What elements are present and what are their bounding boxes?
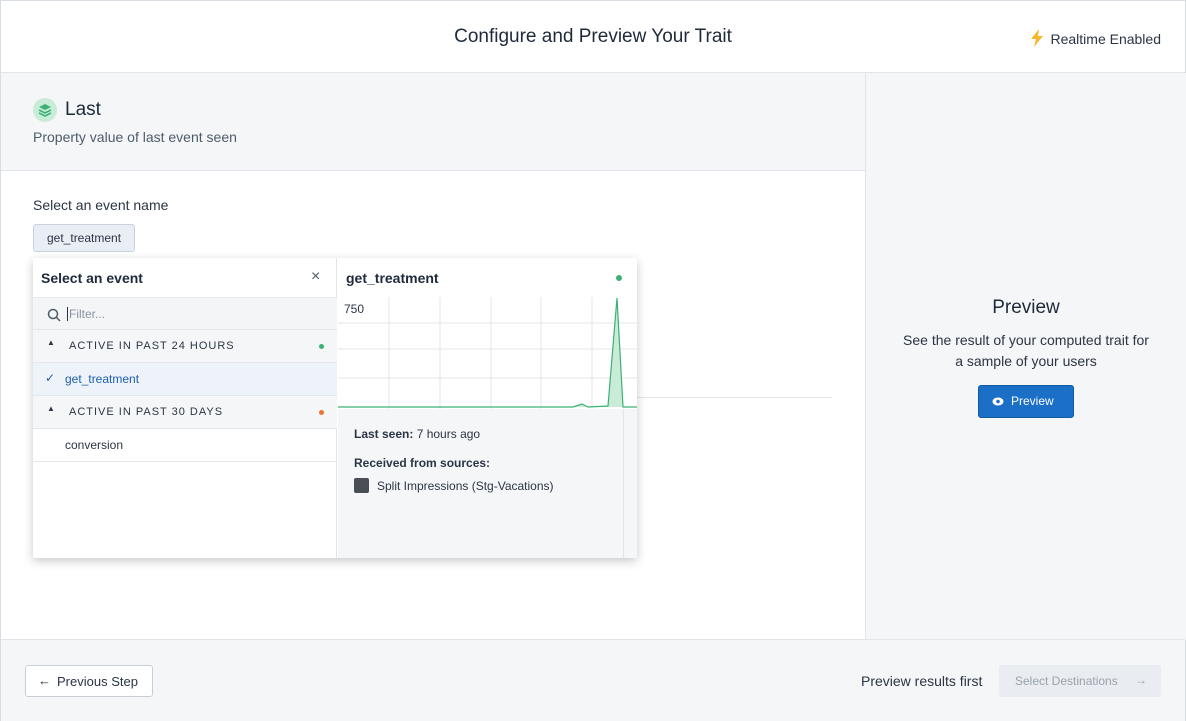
filter-input[interactable]: Filter...: [33, 297, 337, 330]
realtime-status: Realtime Enabled: [1030, 29, 1161, 47]
preview-button[interactable]: Preview: [978, 385, 1074, 418]
footer: ← Previous Step Preview results first Sel…: [1, 639, 1185, 721]
page-title: Configure and Preview Your Trait: [454, 26, 732, 47]
preview-description: See the result of your computed trait fo…: [903, 332, 1149, 369]
event-dropdown: Select an event × Filter... ▲ ACTIVE IN …: [33, 258, 637, 558]
source-name: Split Impressions (Stg-Vacations): [377, 479, 554, 493]
group-header[interactable]: ▲ ACTIVE IN PAST 24 HOURS: [33, 330, 337, 363]
event-label: Select an event name: [33, 197, 169, 213]
trait-icon: [33, 98, 57, 122]
group-label: ACTIVE IN PAST 24 HOURS: [69, 340, 235, 352]
preview-title: Preview: [992, 297, 1060, 318]
volume-chart: [338, 297, 637, 409]
last-seen: Last seen: 7 hours ago: [354, 427, 480, 441]
bolt-icon: [1031, 29, 1044, 47]
trait-header: Last Property value of last event seen: [1, 73, 865, 171]
last-seen-value: 7 hours ago: [416, 427, 481, 441]
detail-header: get_treatment: [338, 258, 637, 297]
event-name: get_treatment: [65, 372, 140, 386]
event-option[interactable]: ✓ get_treatment: [33, 363, 337, 396]
previous-button[interactable]: ← Previous Step: [25, 665, 153, 697]
group-label: ACTIVE IN PAST 30 DAYS: [69, 406, 224, 418]
trait-description: Property value of last event seen: [33, 129, 237, 145]
chart-max-label: 750: [344, 302, 365, 316]
event-chip[interactable]: get_treatment: [33, 224, 136, 252]
trait-name: Last: [65, 99, 101, 120]
event-list: Select an event × Filter... ▲ ACTIVE IN …: [33, 258, 337, 558]
next-button[interactable]: Select Destinations →: [999, 665, 1161, 697]
status-text: Realtime Enabled: [1050, 31, 1161, 47]
footer-hint: Preview results first: [861, 673, 983, 689]
status-dot: [319, 410, 324, 415]
sources-label: Received from sources:: [354, 456, 491, 470]
event-detail: get_treatment 750 Last seen: 7 hours ago…: [338, 258, 637, 558]
next-label: Select Destinations: [1015, 674, 1118, 688]
status-dot: [616, 275, 622, 281]
header: Configure and Preview Your Trait Realtim…: [1, 1, 1185, 73]
search-icon: [47, 308, 61, 322]
last-seen-label: Last seen:: [354, 427, 414, 441]
event-name: conversion: [65, 438, 124, 452]
preview-button-label: Preview: [1011, 394, 1054, 408]
dropdown-title: Select an event: [41, 270, 143, 286]
preview-panel: Preview See the result of your computed …: [865, 73, 1186, 640]
filter-placeholder: Filter...: [67, 307, 106, 321]
previous-label: Previous Step: [57, 674, 138, 689]
close-button[interactable]: ×: [311, 268, 321, 285]
event-option[interactable]: conversion: [33, 429, 337, 462]
detail-title: get_treatment: [346, 270, 439, 286]
source-item: Split Impressions (Stg-Vacations): [354, 478, 554, 493]
group-header[interactable]: ▲ ACTIVE IN PAST 30 DAYS: [33, 396, 337, 429]
status-dot: [319, 344, 324, 349]
